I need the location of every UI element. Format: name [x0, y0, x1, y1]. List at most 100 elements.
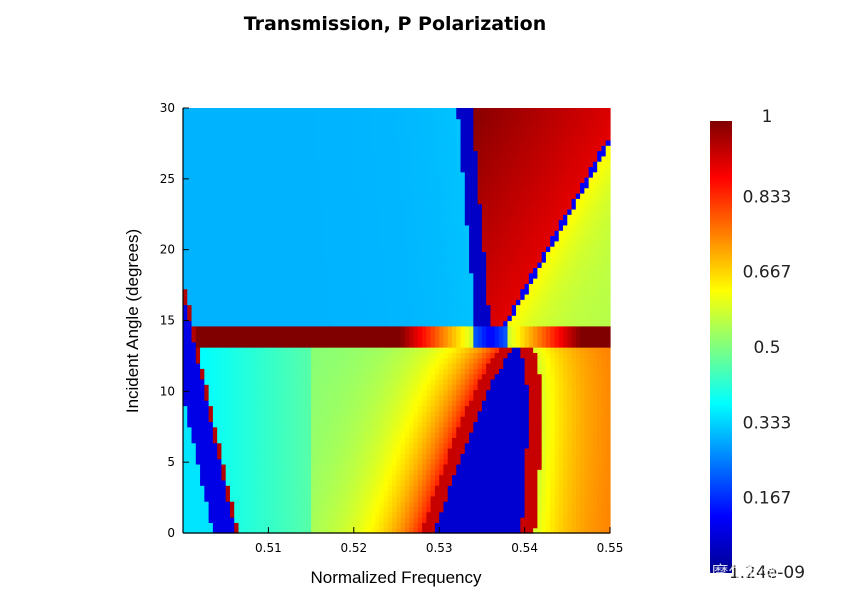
heatmap-cell: [298, 108, 304, 114]
heatmap-cell: [328, 463, 334, 470]
heatmap-cell: [259, 171, 265, 178]
heatmap-cell: [323, 182, 329, 189]
heatmap-cell: [328, 240, 334, 247]
heatmap-cell: [281, 325, 287, 332]
heatmap-cell: [289, 458, 295, 465]
heatmap-cell: [362, 522, 368, 529]
heatmap-cell: [217, 203, 223, 210]
heatmap-cell: [276, 389, 282, 396]
heatmap-cell: [229, 182, 235, 189]
heatmap-cell: [383, 357, 389, 364]
heatmap-cell: [319, 256, 325, 263]
heatmap-cell: [434, 267, 440, 274]
heatmap-cell: [349, 118, 355, 125]
heatmap-cell: [358, 262, 363, 268]
heatmap-cell: [426, 352, 432, 359]
heatmap-cell: [272, 325, 278, 332]
heatmap-cell: [362, 432, 368, 438]
heatmap-cell: [323, 150, 329, 157]
heatmap-cell: [447, 469, 453, 476]
heatmap-cell: [311, 118, 316, 125]
heatmap-cell: [422, 495, 427, 502]
heatmap-cell: [225, 336, 231, 343]
heatmap-cell: [229, 442, 235, 449]
heatmap-cell: [183, 224, 188, 231]
heatmap-cell: [387, 410, 393, 417]
heatmap-cell: [396, 288, 402, 295]
heatmap-cell: [247, 469, 252, 476]
heatmap-cell: [362, 278, 368, 284]
heatmap-cell: [191, 485, 197, 492]
heatmap-cell: [396, 177, 402, 183]
heatmap-cell: [229, 479, 235, 486]
heatmap-cell: [191, 187, 197, 194]
heatmap-cell: [349, 442, 355, 449]
heatmap-cell: [409, 400, 415, 407]
heatmap-cell: [392, 416, 398, 423]
heatmap-cell: [434, 437, 440, 444]
heatmap-cell: [281, 336, 287, 343]
heatmap-cell: [289, 405, 295, 412]
heatmap-cell: [191, 129, 197, 136]
heatmap-cell: [251, 150, 257, 157]
heatmap-cell: [328, 187, 334, 194]
heatmap-cell: [251, 145, 257, 152]
heatmap-cell: [242, 448, 248, 454]
heatmap-cell: [247, 389, 252, 396]
heatmap-cell: [358, 193, 363, 199]
heatmap-cell: [255, 341, 261, 348]
heatmap-cell: [379, 405, 385, 412]
heatmap-cell: [289, 267, 295, 274]
heatmap-cell: [251, 511, 257, 518]
heatmap-cell: [285, 448, 291, 454]
heatmap-cell: [434, 490, 440, 497]
heatmap-cell: [208, 251, 214, 258]
heatmap-cell: [242, 517, 248, 523]
heatmap-cell: [417, 442, 423, 449]
heatmap-cell: [349, 240, 355, 247]
heatmap-cell: [319, 378, 325, 385]
heatmap-cell: [187, 426, 193, 433]
heatmap-cell: [281, 299, 287, 306]
heatmap-cell: [323, 193, 329, 199]
heatmap-cell: [417, 490, 423, 497]
heatmap-cell: [336, 272, 342, 279]
heatmap-cell: [439, 320, 445, 327]
heatmap-cell: [281, 161, 287, 168]
heatmap-cell: [306, 410, 312, 417]
heatmap-cell: [417, 463, 423, 470]
heatmap-cell: [413, 150, 419, 157]
heatmap-cell: [409, 485, 415, 492]
heatmap-cell: [298, 522, 304, 529]
heatmap-cell: [332, 511, 338, 518]
heatmap-cell: [285, 442, 291, 449]
heatmap-cell: [358, 469, 363, 476]
heatmap-cell: [285, 193, 291, 199]
heatmap-cell: [443, 437, 449, 444]
heatmap-cell: [247, 108, 252, 114]
heatmap-cell: [396, 219, 402, 226]
heatmap-cell: [289, 490, 295, 497]
heatmap-cell: [285, 378, 291, 385]
heatmap-cell: [336, 145, 342, 152]
heatmap-cell: [204, 426, 210, 433]
heatmap-cell: [276, 177, 282, 183]
heatmap-cell: [417, 251, 423, 258]
heatmap-cell: [319, 421, 325, 428]
heatmap-cell: [353, 400, 359, 407]
heatmap-cell: [315, 145, 321, 152]
heatmap-cell: [396, 511, 402, 518]
heatmap-cell: [353, 262, 359, 268]
heatmap-cell: [375, 384, 381, 391]
heatmap-cell: [323, 341, 329, 348]
heatmap-cell: [212, 315, 218, 322]
heatmap-cell: [191, 193, 197, 199]
heatmap-cell: [345, 123, 351, 130]
heatmap-cell: [302, 426, 308, 433]
heatmap-cell: [413, 193, 419, 199]
heatmap-cell: [315, 224, 321, 231]
heatmap-cell: [323, 501, 329, 508]
heatmap-cell: [323, 230, 329, 237]
heatmap-cell: [281, 474, 287, 481]
heatmap-cell: [387, 437, 393, 444]
